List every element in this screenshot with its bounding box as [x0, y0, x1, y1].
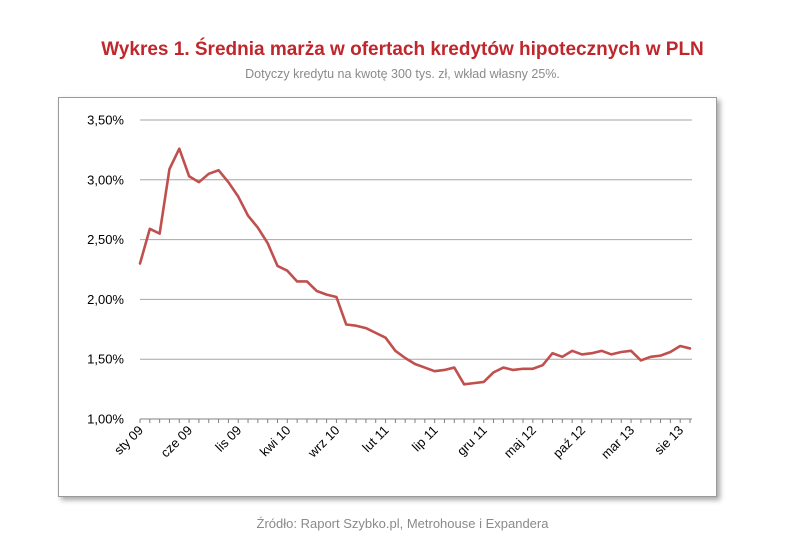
series-line [138, 147, 692, 386]
x-axis [139, 418, 692, 423]
chart-frame [58, 97, 717, 497]
chart-title: Wykres 1. Średnia marża w ofertach kredy… [101, 39, 704, 60]
x-axis-ticks: sty 09 cze 09 lis 09 kwi 10 wrz 10 lut 11 lip … [111, 423, 686, 462]
x-tick-label: lut 11 [359, 423, 391, 455]
y-tick-label: 1,50% [87, 352, 124, 367]
gridlines [140, 119, 692, 360]
y-tick-label: 1,00% [87, 412, 124, 427]
y-axis-ticks: 1,00% 1,50% 2,00% 2,50% 3,00% 3,50% [87, 113, 124, 427]
x-tick-label: sty 09 [111, 423, 146, 458]
source-note: Źródło: Raport Szybko.pl, Metrohouse i E… [256, 516, 549, 531]
chart-subtitle: Dotyczy kredytu na kwotę 300 tys. zł, wk… [245, 67, 560, 81]
y-tick-label: 3,00% [87, 172, 124, 187]
x-tick-label: lis 09 [212, 423, 244, 455]
x-tick-label: kwi 10 [257, 423, 294, 460]
y-tick-label: 2,00% [87, 292, 124, 307]
y-tick-label: 2,50% [87, 232, 124, 247]
y-tick-label: 3,50% [87, 113, 124, 128]
x-tick-label: maj 12 [501, 423, 539, 461]
x-tick-label: sie 13 [651, 423, 686, 458]
x-tick-label: wrz 10 [304, 423, 342, 461]
x-tick-label: gru 11 [454, 423, 490, 459]
series-group [138, 147, 692, 386]
x-tick-label: mar 13 [598, 423, 637, 462]
x-tick-label: lip 11 [409, 423, 441, 455]
x-tick-label: paź 12 [550, 423, 588, 461]
x-tick-label: cze 09 [158, 423, 196, 461]
